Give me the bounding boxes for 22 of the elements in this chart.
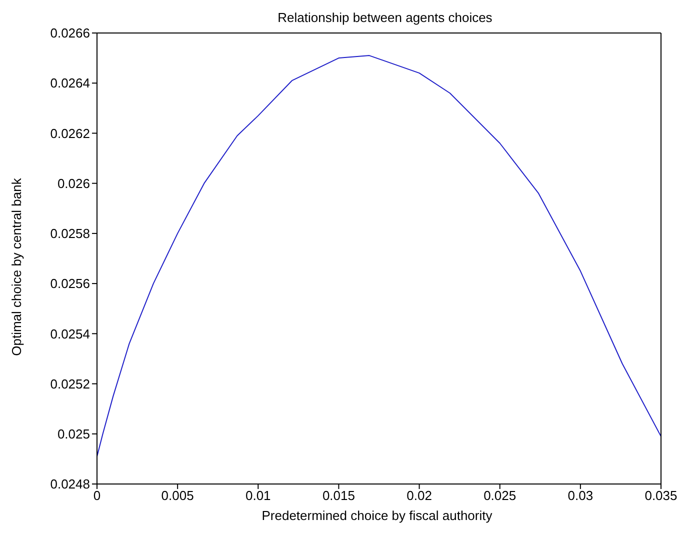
y-tick-label: 0.0256 [50, 276, 90, 292]
y-tick-label: 0.0264 [50, 76, 90, 91]
x-tick-label: 0 [93, 488, 101, 504]
chart-title: Relationship between agents choices [276, 10, 494, 25]
y-tick-label: 0.0248 [50, 476, 90, 492]
x-tick-label: 0.035 [644, 488, 678, 504]
line-series [97, 55, 661, 457]
y-tick-label: 0.0258 [50, 226, 90, 242]
x-tick-label: 0.005 [161, 488, 194, 504]
y-tick-label: 0.025 [57, 426, 90, 442]
y-tick-label: 0.0262 [50, 126, 90, 141]
y-tick-label: 0.026 [57, 176, 90, 191]
y-tick-label: 0.0266 [50, 26, 90, 41]
y-axis-title: Optimal choice by central bank [9, 177, 25, 358]
x-tick-label: 0.015 [322, 488, 355, 504]
y-tick-label: 0.0252 [50, 376, 90, 392]
x-tick-label: 0.01 [245, 488, 271, 504]
y-tick-label: 0.0254 [50, 326, 90, 342]
x-tick-label: 0.02 [406, 488, 432, 504]
x-tick-label: 0.03 [568, 488, 594, 504]
x-tick-label: 0.025 [484, 488, 516, 504]
x-axis-title: Predetermined choice by fiscal authority [260, 508, 494, 523]
